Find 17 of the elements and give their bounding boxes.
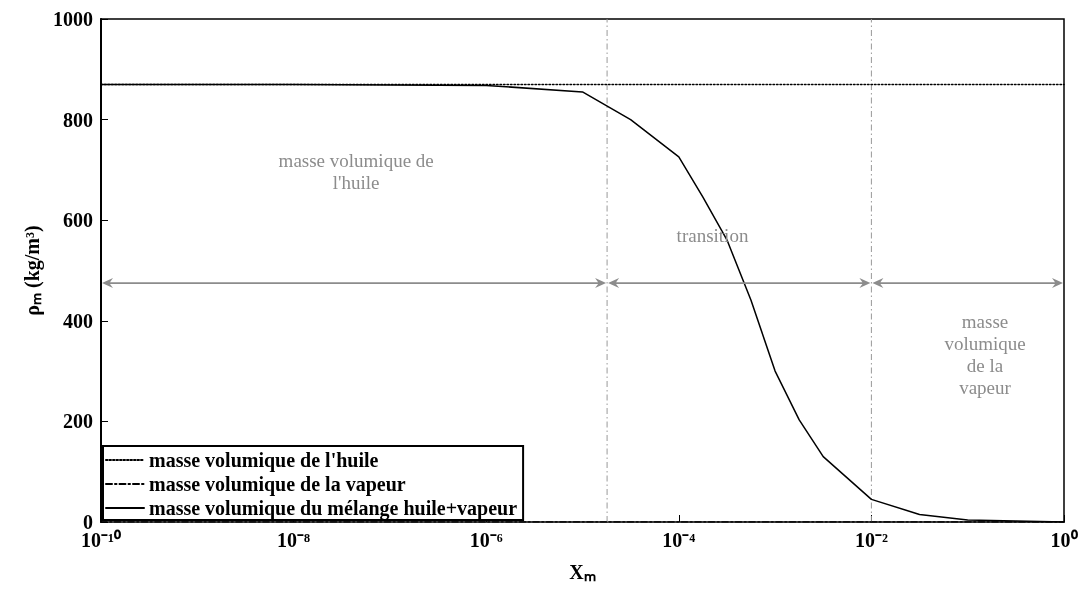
y-tick-label: 400 (63, 309, 93, 332)
x-tick-label: 10⁻⁸ (277, 529, 311, 551)
x-tick-label: 10⁻⁴ (662, 529, 696, 551)
legend-label: masse volumique de l'huile (149, 449, 379, 472)
annotation: masse volumique de l'huile (277, 149, 435, 194)
x-tick-label: 10⁻² (854, 529, 888, 551)
x-axis-title: Xₘ (569, 561, 596, 583)
annotation: masse volumique de la vapeur (943, 310, 1027, 399)
y-axis-title: ρₘ (kg/m³) (21, 225, 45, 316)
x-tick-label: 10⁰ (1050, 529, 1078, 551)
legend-label: masse volumique du mélange huile+vapeur (149, 497, 518, 520)
y-tick-label: 800 (63, 108, 93, 131)
legend-label: masse volumique de la vapeur (149, 473, 406, 496)
x-tick-label: 10⁻⁶ (469, 529, 503, 551)
y-tick-label: 200 (63, 410, 93, 433)
y-tick-label: 600 (63, 209, 93, 232)
y-tick-label: 1000 (53, 8, 93, 30)
